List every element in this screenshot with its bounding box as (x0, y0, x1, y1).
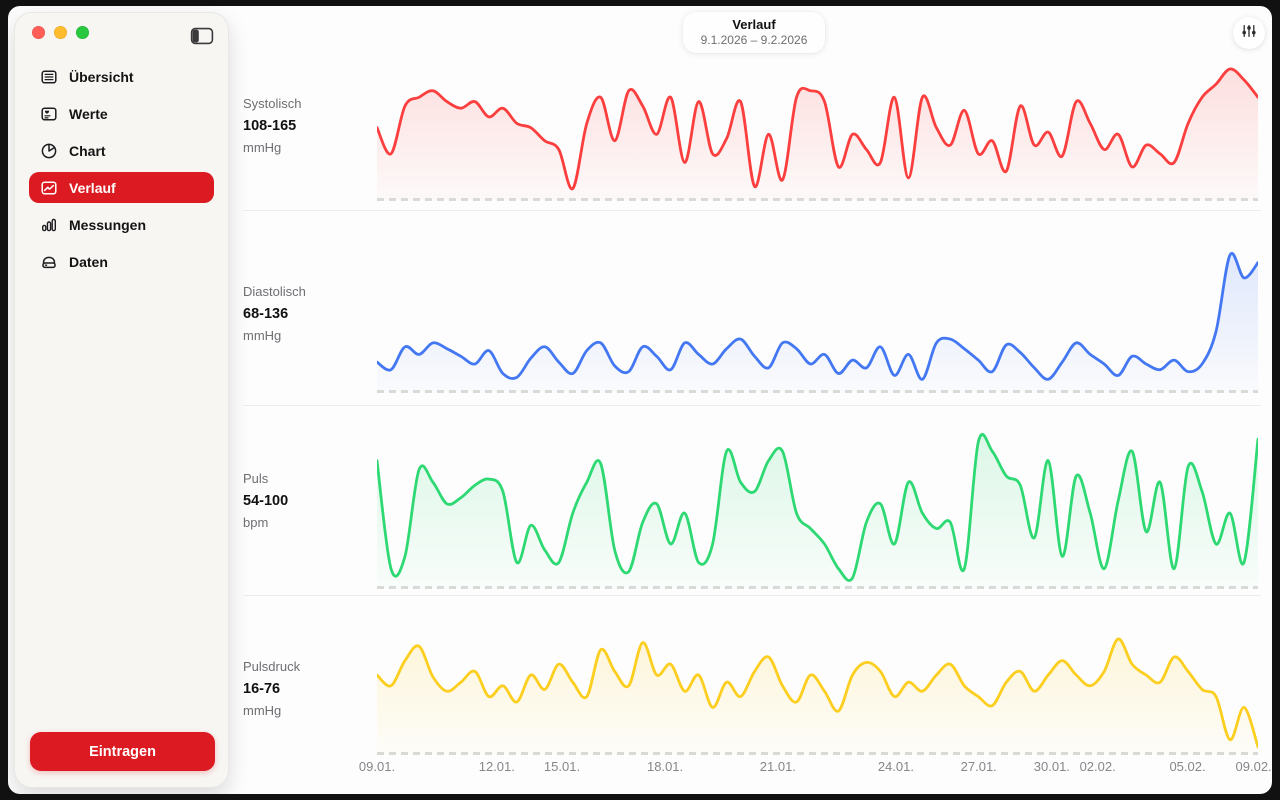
x-tick-label: 27.01. (960, 759, 997, 774)
trend-line-icon (39, 178, 58, 197)
sidebar-item-daten[interactable]: Daten (29, 246, 214, 277)
data-drive-icon (39, 252, 58, 271)
metric-name: Systolisch (243, 96, 302, 111)
row-divider (243, 595, 1261, 596)
row-divider (243, 405, 1261, 406)
minimize-window-button[interactable] (54, 26, 67, 39)
x-tick-label: 09.02. (1235, 759, 1272, 774)
sidebar-item-label: Chart (69, 142, 106, 159)
values-card-icon (39, 104, 58, 123)
close-window-button[interactable] (32, 26, 45, 39)
diastolic-chart (377, 251, 1258, 392)
metric-unit: mmHg (243, 140, 282, 155)
date-range: 9.1.2026 – 9.2.2026 (700, 33, 808, 47)
filter-button[interactable] (1233, 17, 1265, 49)
x-tick-label: 09.01. (358, 759, 396, 774)
pie-chart-icon (39, 141, 58, 160)
x-axis: 09.01. 12.01. 15.01. 18.01. 21.01. 24.01… (359, 759, 1272, 777)
sliders-icon (1241, 23, 1257, 44)
overview-list-icon (39, 67, 58, 86)
bar-measurements-icon (39, 215, 58, 234)
x-tick-label: 12.01. (478, 759, 515, 774)
sidebar-item-werte[interactable]: Werte (29, 98, 214, 129)
metric-name: Puls (243, 471, 269, 486)
metric-name: Pulsdruck (243, 659, 301, 674)
app-window: Übersicht Werte (8, 6, 1272, 794)
pulse-label-block: Puls 54-100 bpm (243, 471, 368, 537)
x-tick-label: 21.01. (759, 759, 796, 774)
eintragen-button[interactable]: Eintragen (30, 732, 215, 771)
sidebar-item-messungen[interactable]: Messungen (29, 209, 214, 240)
metric-name: Diastolisch (243, 284, 306, 299)
zoom-window-button[interactable] (76, 26, 89, 39)
sidebar-item-label: Messungen (69, 216, 147, 233)
metric-range: 54-100 (243, 493, 289, 509)
sidebar-item-label: Werte (69, 105, 108, 122)
sidebar-item-label: Verlauf (69, 179, 116, 196)
systolic-label-block: Systolisch 108-165 mmHg (243, 96, 368, 162)
metric-range: 68-136 (243, 306, 289, 322)
metric-range: 16-76 (243, 681, 281, 697)
x-tick-label: 24.01. (877, 759, 914, 774)
systolic-axis-baseline (377, 198, 1258, 201)
metric-unit: mmHg (243, 703, 282, 718)
sidebar-item-uebersicht[interactable]: Übersicht (29, 61, 214, 92)
page-title: Verlauf (732, 17, 776, 32)
pulse-pressure-label-block: Pulsdruck 16-76 mmHg (243, 659, 368, 725)
sidebar-item-label: Daten (69, 253, 108, 270)
metric-unit: mmHg (243, 328, 282, 343)
pulse-pressure-axis-baseline (377, 752, 1258, 755)
x-tick-label: 15.01. (543, 759, 581, 774)
sidebar-item-label: Übersicht (69, 68, 134, 85)
diastolic-label-block: Diastolisch 68-136 mmHg (243, 284, 368, 350)
window-controls (32, 26, 89, 39)
row-divider (243, 210, 1261, 211)
sidebar-item-chart[interactable]: Chart (29, 135, 214, 166)
pulse-chart (377, 433, 1258, 588)
diastolic-axis-baseline (377, 390, 1258, 393)
metric-range: 108-165 (243, 118, 297, 134)
pulse-axis-baseline (377, 586, 1258, 589)
sidebar-item-verlauf[interactable]: Verlauf (29, 172, 214, 203)
systolic-chart (377, 67, 1258, 200)
x-tick-label: 05.02. (1169, 759, 1206, 774)
metric-unit: bpm (243, 515, 269, 530)
page-header: Verlauf 9.1.2026 – 9.2.2026 (683, 12, 825, 53)
x-tick-label: 30.01. (1033, 759, 1070, 774)
sidebar-toggle-icon[interactable] (189, 26, 215, 46)
pulse-pressure-chart (377, 637, 1258, 754)
x-tick-label: 02.02. (1079, 759, 1116, 774)
x-tick-label: 18.01. (647, 759, 684, 774)
sidebar: Übersicht Werte (14, 12, 229, 788)
sidebar-menu: Übersicht Werte (29, 61, 214, 283)
